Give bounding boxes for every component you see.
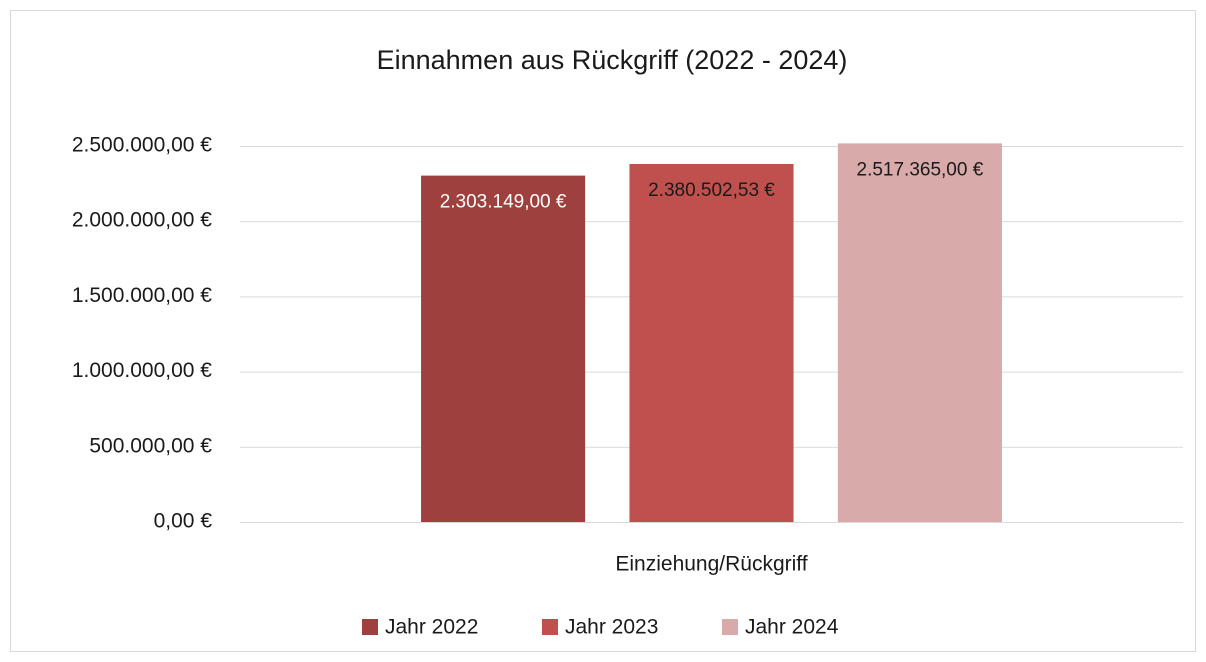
legend-label: Jahr 2022 [385,616,478,639]
legend-swatch [542,619,558,635]
y-tick-label: 1.000.000,00 € [72,359,212,382]
legend-swatch [362,619,378,635]
chart-title: Einnahmen aus Rückgriff (2022 - 2024) [377,45,848,75]
y-tick-label: 0,00 € [154,510,213,533]
y-tick-label: 1.500.000,00 € [72,284,212,307]
value-label: 2.303.149,00 € [440,192,567,213]
bar [421,175,586,522]
legend-label: Jahr 2024 [745,616,839,639]
y-tick-label: 500.000,00 € [89,434,212,457]
chart-frame [10,10,1196,652]
bar [837,143,1002,522]
legend-swatch [722,619,738,635]
value-label: 2.380.502,53 € [648,180,775,201]
bar [629,163,794,522]
value-label: 2.517.365,00 € [857,159,984,180]
legend-label: Jahr 2023 [565,616,658,639]
x-tick-label: Einziehung/Rückgriff [615,553,807,576]
y-tick-label: 2.000.000,00 € [72,209,212,232]
y-tick-label: 2.500.000,00 € [72,134,212,157]
